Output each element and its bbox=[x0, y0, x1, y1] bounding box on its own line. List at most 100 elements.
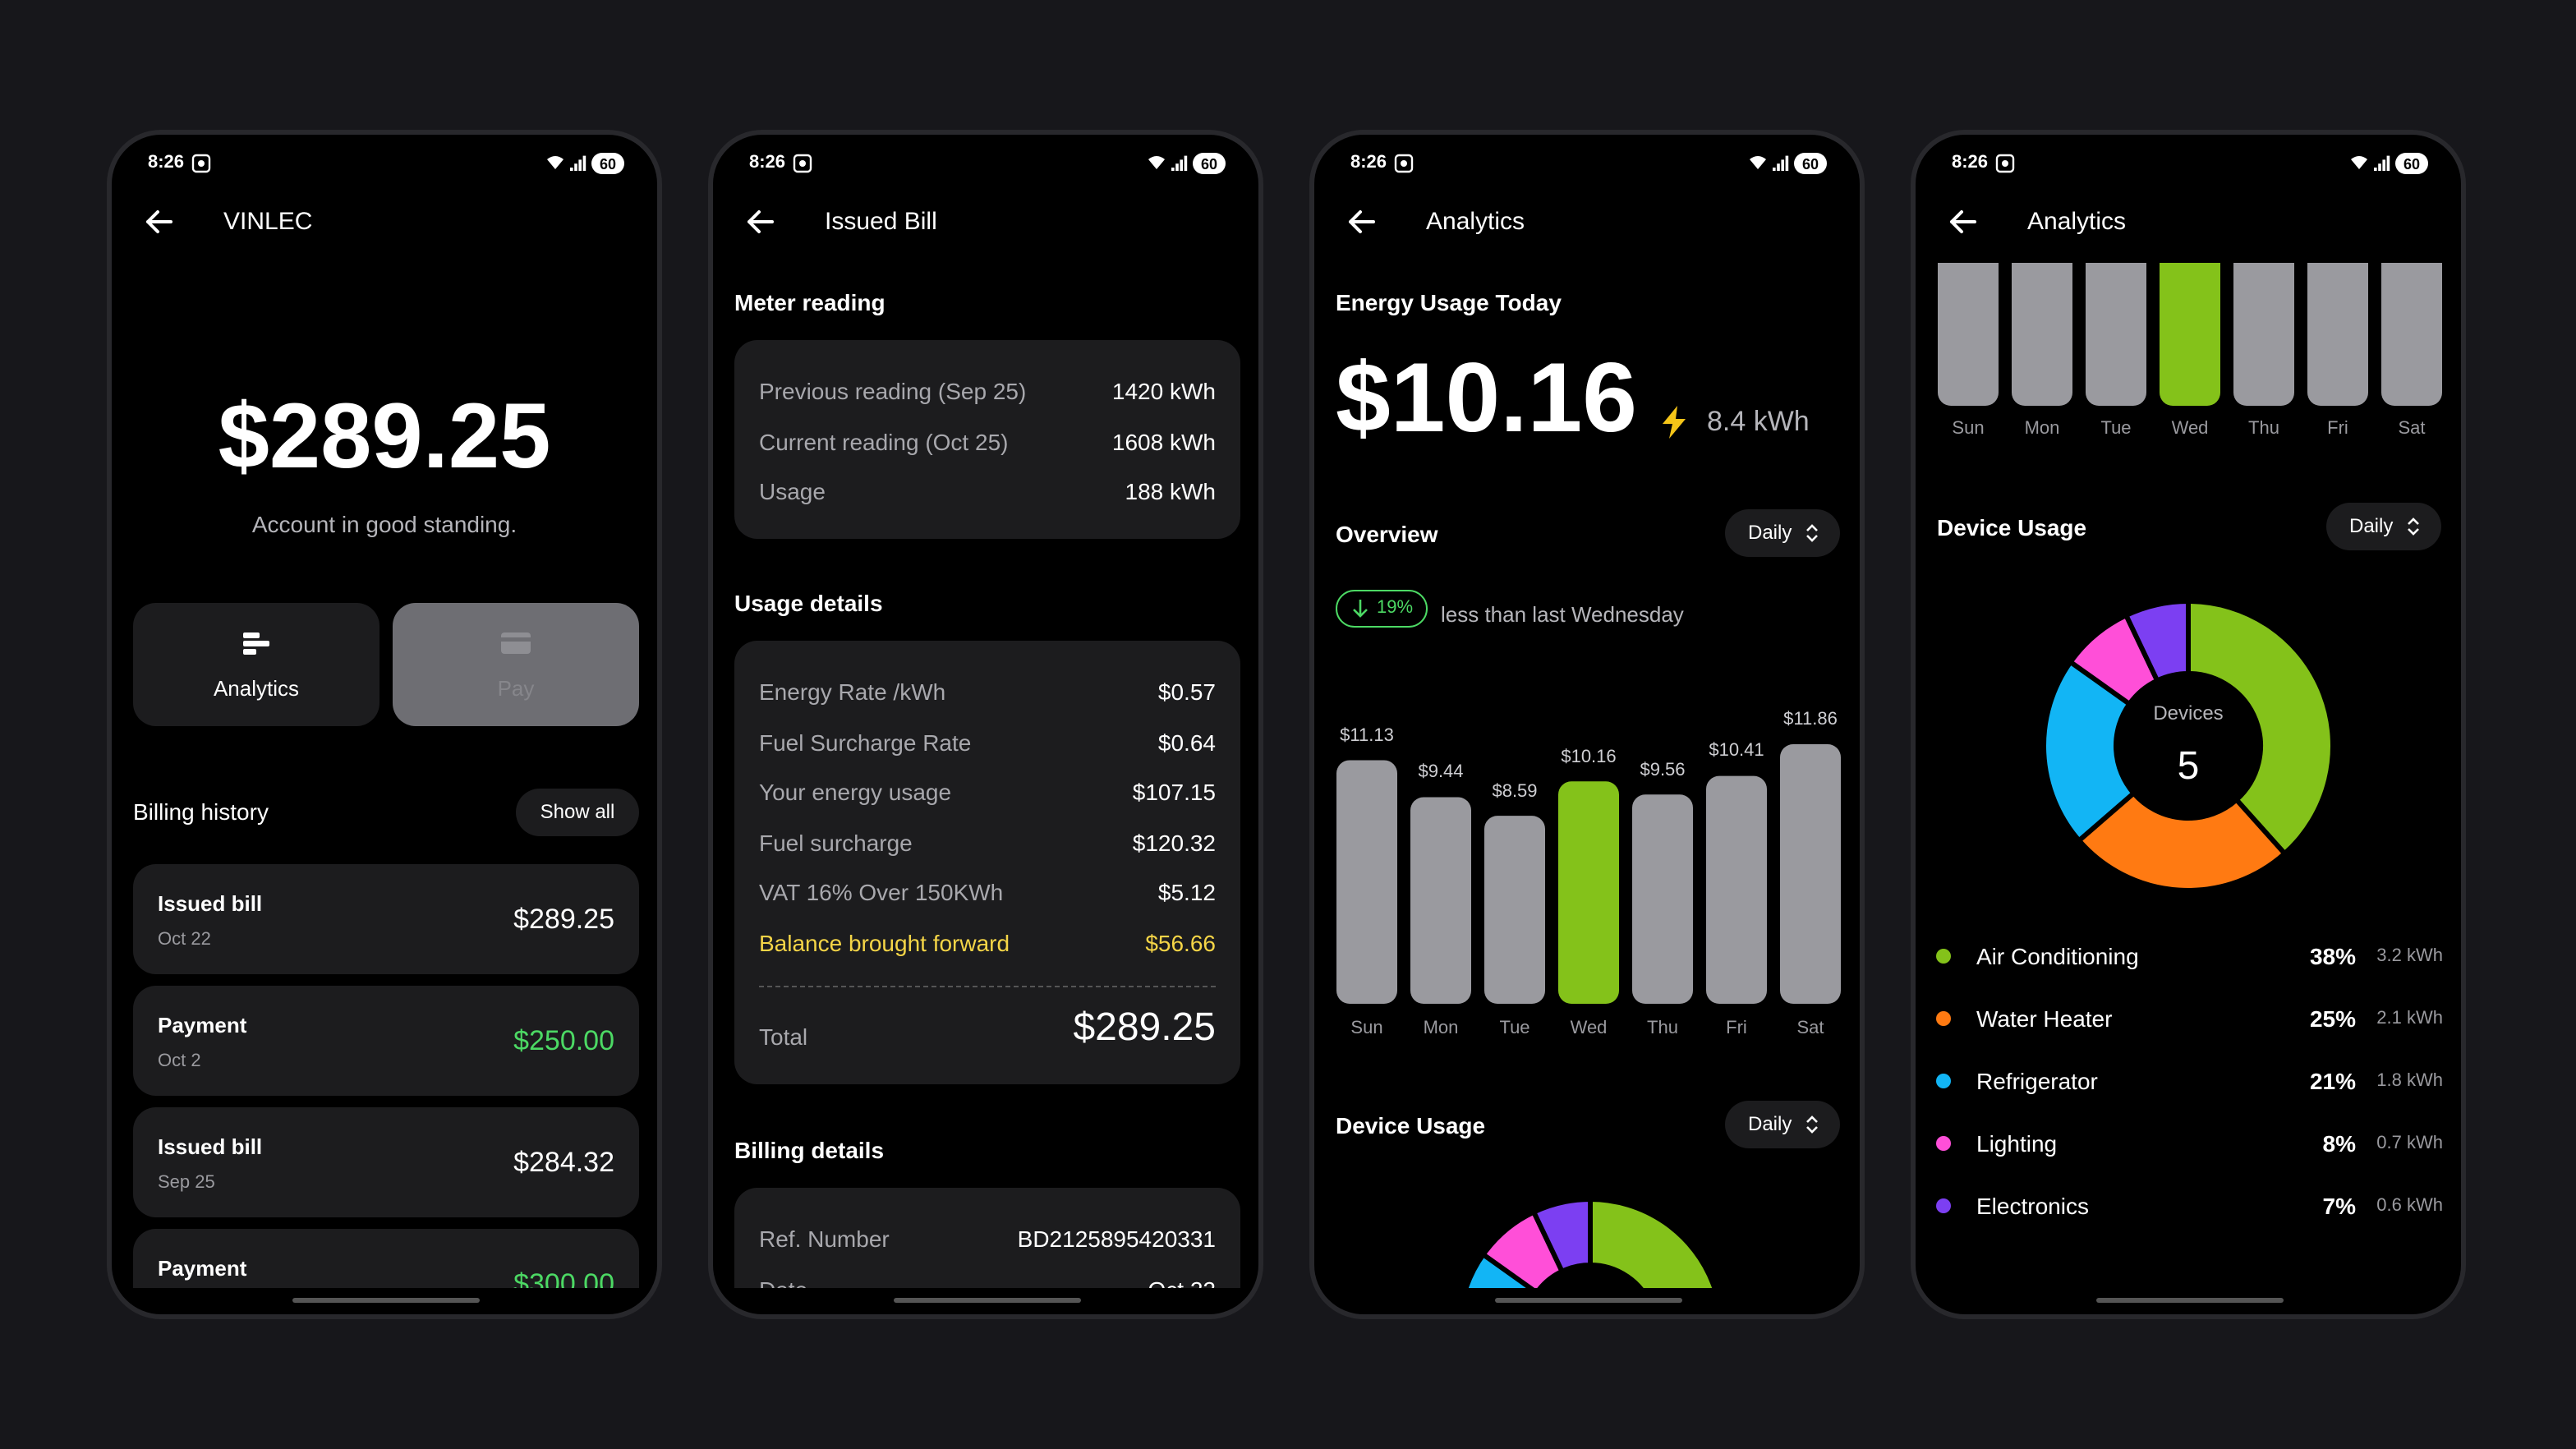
battery-level: 60 bbox=[2403, 155, 2421, 172]
legend-kwh: 1.8 kWh bbox=[2376, 1071, 2443, 1091]
screenshot-frame bbox=[1394, 154, 1414, 173]
legend-label: Lighting bbox=[1976, 1130, 2058, 1157]
back-button[interactable] bbox=[1948, 209, 1976, 235]
item-title: Payment bbox=[158, 1256, 247, 1281]
section-title: Billing history bbox=[133, 798, 269, 825]
legend-marker bbox=[1936, 1198, 1951, 1213]
energy-usage: 8.4 kWh bbox=[1707, 406, 1810, 437]
signal-bar bbox=[1777, 163, 1780, 171]
billing-item[interactable]: Issued bill Oct 22 $289.25 bbox=[133, 864, 639, 974]
bar bbox=[2233, 263, 2294, 406]
legend-kwh: 0.6 kWh bbox=[2376, 1196, 2443, 1216]
row-label: Usage bbox=[759, 478, 826, 504]
card-stripe bbox=[501, 637, 531, 642]
donut-segment bbox=[2075, 789, 2288, 893]
change-value: 19% bbox=[1377, 598, 1414, 618]
screenshot-icon bbox=[793, 154, 812, 173]
back-button[interactable] bbox=[746, 209, 774, 235]
dropdown[interactable]: Daily bbox=[1725, 509, 1840, 557]
bar-value-label: $10.16 bbox=[1561, 747, 1617, 767]
bar bbox=[1938, 263, 1999, 406]
row-value: $120.32 bbox=[1132, 829, 1216, 855]
legend-percent: 8% bbox=[2322, 1130, 2356, 1157]
back-button[interactable] bbox=[145, 209, 172, 235]
chevron bbox=[1806, 524, 1818, 542]
bar bbox=[2012, 263, 2072, 406]
button-label: Pay bbox=[497, 676, 535, 701]
screen-title: Analytics bbox=[2027, 208, 2127, 236]
down-arrow bbox=[1353, 600, 1368, 618]
total-value: $289.25 bbox=[1073, 1005, 1216, 1050]
screenshot-frame bbox=[191, 154, 211, 173]
signal-bar bbox=[1175, 163, 1179, 171]
bar bbox=[1558, 781, 1619, 1004]
row-label: VAT 16% Over 150KWh bbox=[759, 879, 1004, 905]
bar-value-label: $8.59 bbox=[1492, 781, 1538, 802]
battery-level: 60 bbox=[1801, 155, 1819, 172]
icon-bar bbox=[243, 649, 256, 655]
signal-bar bbox=[2386, 155, 2390, 171]
row-label: Balance brought forward bbox=[759, 929, 1010, 955]
legend-dot bbox=[1936, 1074, 1951, 1088]
screen-content: 8:26 60 VINLEC $289.25 Account in good stand… bbox=[112, 135, 657, 1288]
legend-marker bbox=[1936, 1011, 1951, 1026]
screenshot-dot bbox=[2002, 160, 2008, 167]
donut-segment bbox=[1463, 1251, 1535, 1288]
show-all-button[interactable]: Show all bbox=[516, 789, 639, 836]
bar bbox=[1484, 816, 1545, 1004]
dropdown[interactable]: Daily bbox=[2326, 503, 2441, 550]
item-date: Oct 2 bbox=[158, 1051, 201, 1071]
legend-marker bbox=[1936, 949, 1951, 964]
donut-segment bbox=[2123, 598, 2191, 684]
item-title: Payment bbox=[158, 1013, 247, 1037]
day-label: Thu bbox=[2248, 419, 2279, 439]
screen-title: Issued Bill bbox=[825, 208, 937, 236]
pay-button[interactable]: Pay bbox=[393, 603, 639, 726]
phone: 8:26 60 VINLEC $289.25 Account in good stand… bbox=[112, 135, 657, 1314]
legend-dot bbox=[1936, 1198, 1951, 1213]
bar bbox=[2160, 263, 2220, 406]
bar bbox=[2307, 263, 2368, 406]
day-label: Tue bbox=[1499, 1019, 1530, 1038]
section-title: Meter reading bbox=[734, 289, 886, 315]
icon-bar bbox=[243, 641, 269, 646]
item-date: Oct 22 bbox=[158, 930, 211, 950]
divider bbox=[759, 986, 1216, 987]
chevron bbox=[2408, 518, 2419, 536]
row-label: Fuel Surcharge Rate bbox=[759, 729, 972, 755]
billing-item[interactable]: Payment $300.00 bbox=[133, 1229, 639, 1288]
row-value: BD2125895420331 bbox=[1017, 1226, 1216, 1252]
billing-item[interactable]: Payment Oct 2 $250.00 bbox=[133, 986, 639, 1096]
legend-percent: 7% bbox=[2322, 1193, 2356, 1219]
legend-dot bbox=[1936, 1136, 1951, 1151]
screenshot-dot bbox=[1401, 160, 1407, 167]
button-label: Analytics bbox=[213, 676, 300, 701]
phone: 8:26 60 Issued Bill Meter reading Previous r… bbox=[713, 135, 1258, 1314]
row-value: 188 kWh bbox=[1125, 478, 1217, 504]
back-button[interactable] bbox=[1347, 209, 1375, 235]
arrow bbox=[1353, 600, 1368, 618]
back-arrow bbox=[1950, 210, 1976, 233]
legend-label: Refrigerator bbox=[1976, 1068, 2098, 1094]
analytics-button[interactable]: Analytics bbox=[133, 603, 380, 726]
legend-marker bbox=[1936, 1074, 1951, 1088]
signal-bar bbox=[570, 168, 573, 171]
analytics-icon bbox=[243, 632, 269, 655]
signal-icons bbox=[2351, 155, 2390, 171]
bar-value-label: $9.44 bbox=[1418, 762, 1464, 783]
row-value: 1608 kWh bbox=[1111, 428, 1216, 454]
account-status: Account in good standing. bbox=[251, 511, 518, 537]
balance: $289.25 bbox=[218, 384, 551, 487]
dropdown[interactable]: Daily bbox=[1725, 1101, 1840, 1148]
signal-bar bbox=[1180, 159, 1183, 171]
legend-dot bbox=[1936, 949, 1951, 964]
signal-bar bbox=[582, 155, 586, 171]
signal-bar bbox=[1171, 168, 1175, 171]
status-time: 8:26 bbox=[148, 153, 185, 172]
billing-item[interactable]: Issued bill Sep 25 $284.32 bbox=[133, 1107, 639, 1217]
home-indicator bbox=[292, 1298, 480, 1303]
day-label: Thu bbox=[1647, 1019, 1678, 1038]
battery: 60 bbox=[1193, 153, 1226, 174]
section-title: Energy Usage Today bbox=[1336, 289, 1562, 315]
screenshot-icon bbox=[1995, 154, 2015, 173]
